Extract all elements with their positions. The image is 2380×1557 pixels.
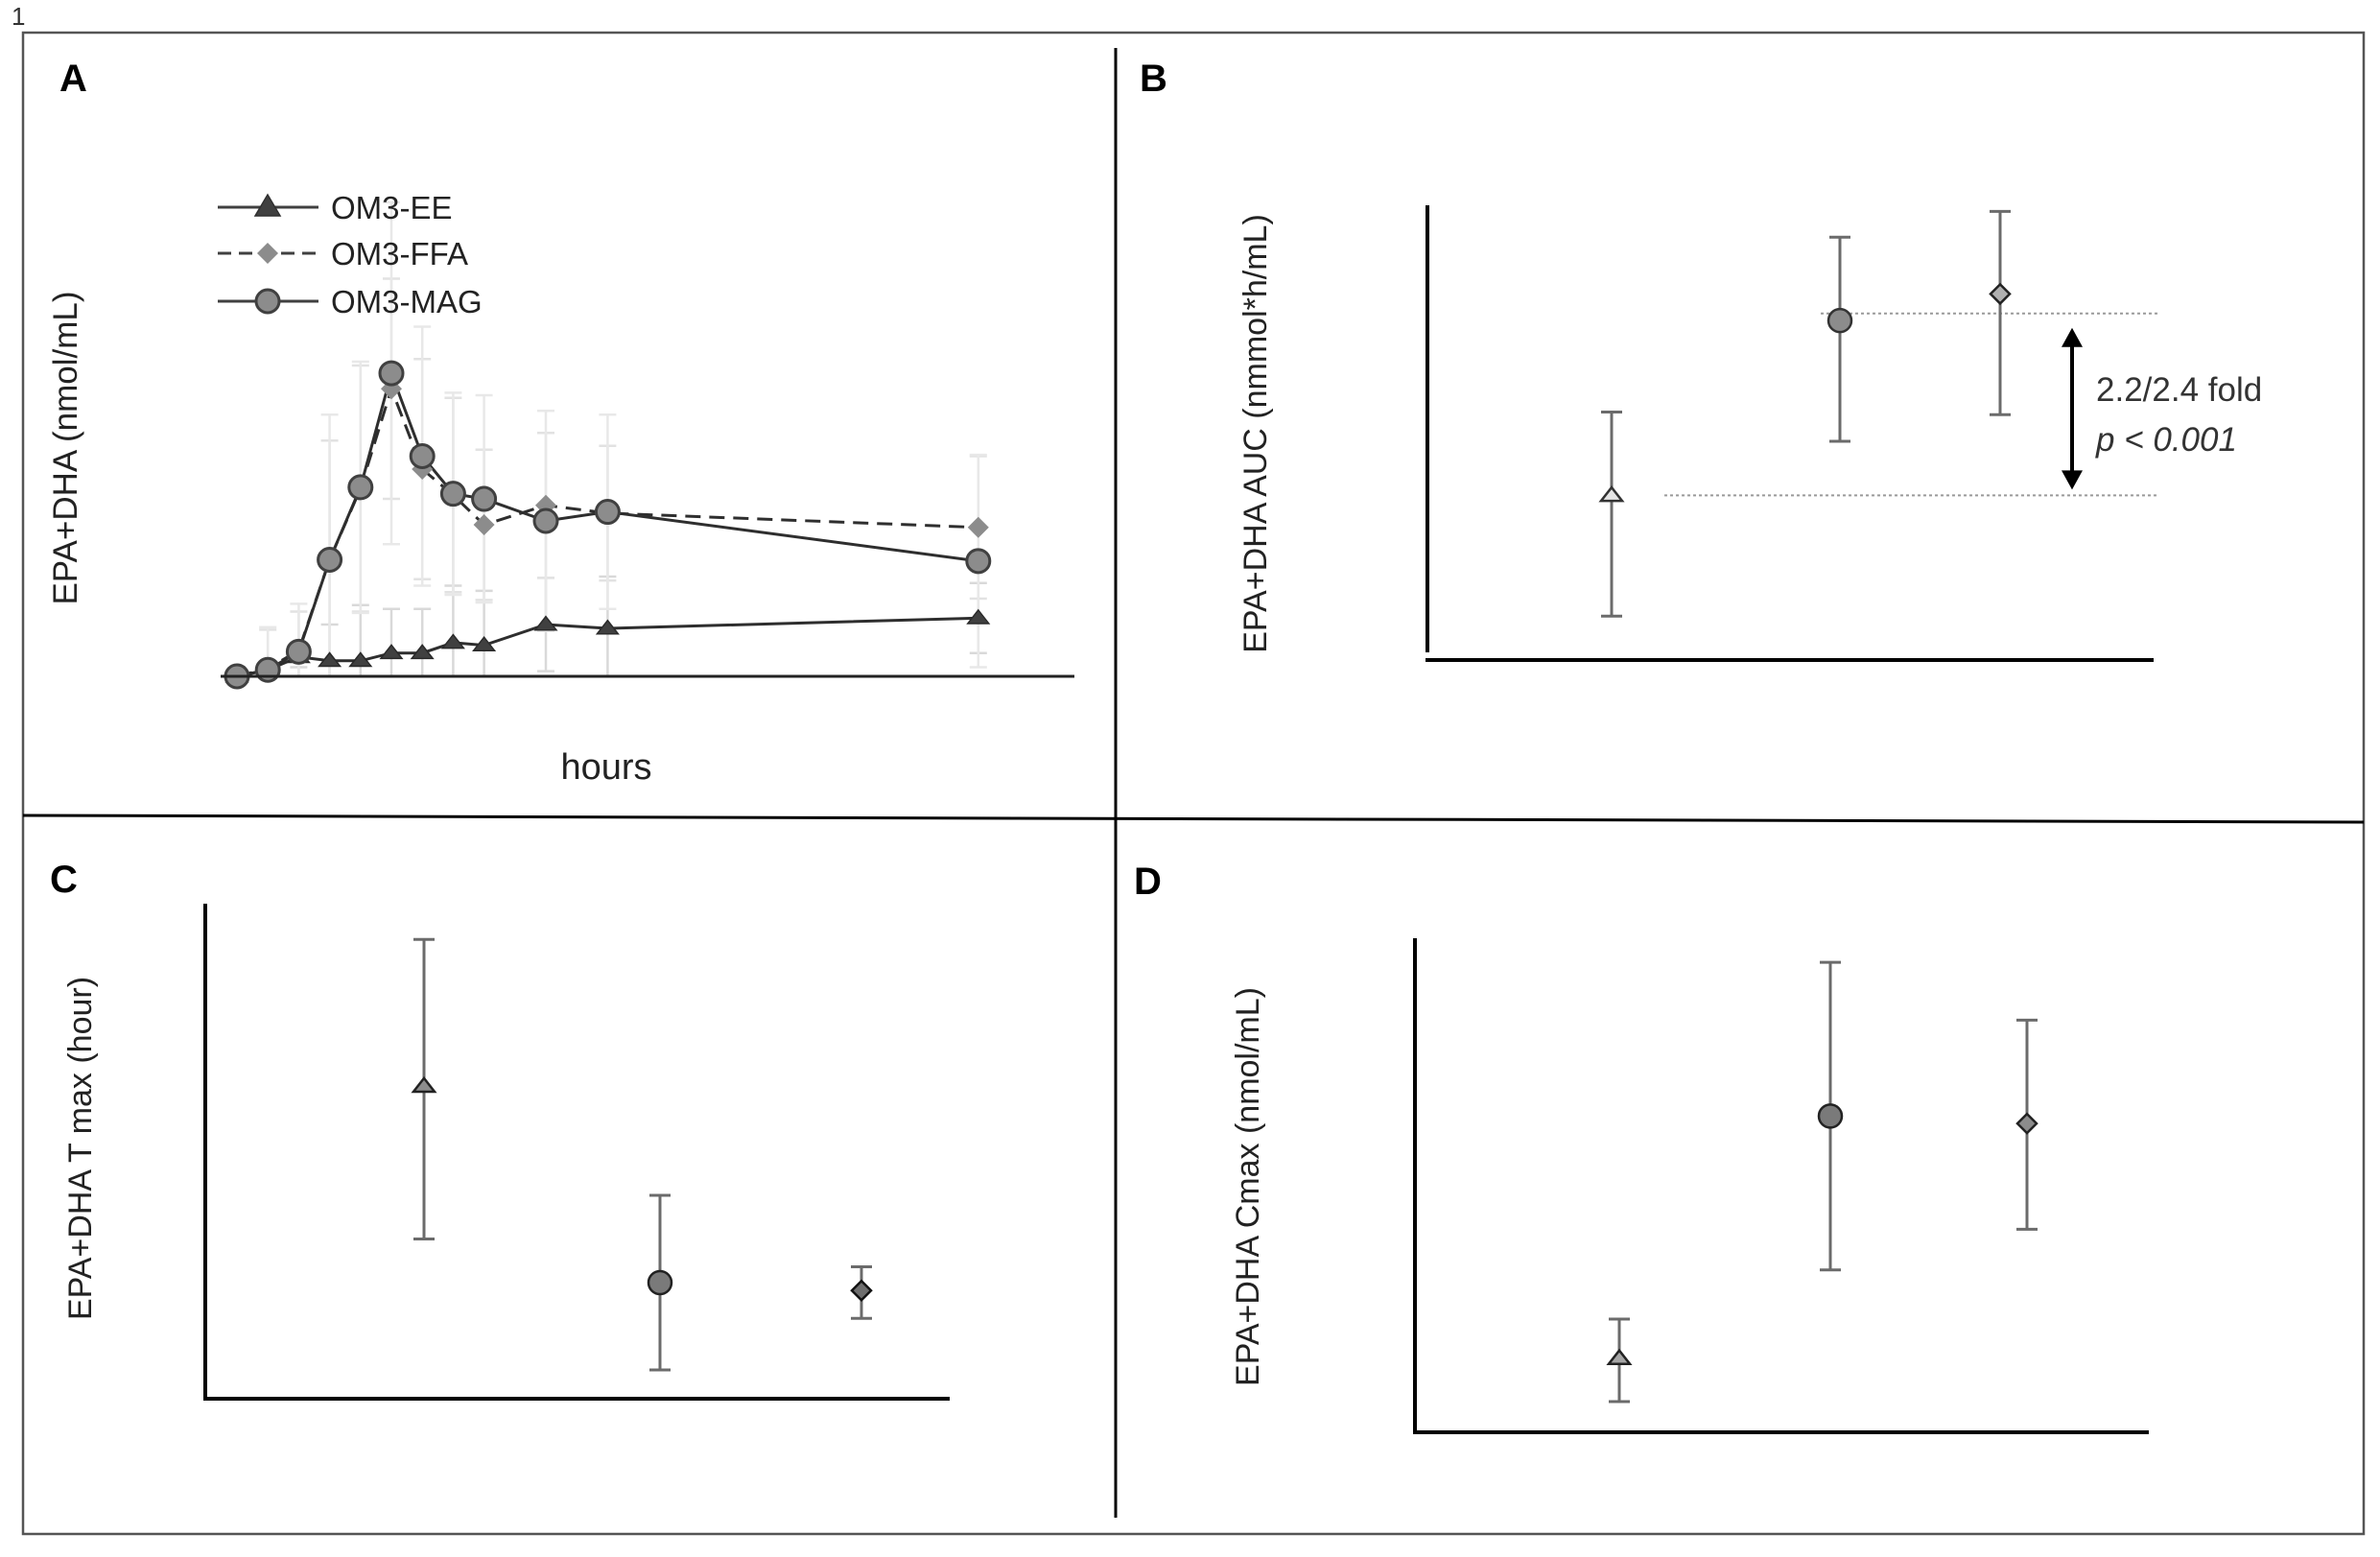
panel-b-fold-text: 2.2/2.4 fold	[2096, 371, 2262, 409]
panel-a-point-om3-ffa	[967, 516, 989, 538]
panel-b-p-text: p < 0.001	[2095, 421, 2237, 459]
panel-a-point-om3-ee	[440, 633, 465, 649]
panel-a-point-om3-mag	[317, 547, 343, 573]
legend-label-om3-ee: OM3-EE	[331, 190, 453, 225]
panel-b-point-om3-ee	[1598, 485, 1625, 503]
panel-a-point-om3-ffa	[473, 514, 495, 536]
panel-a-legend: OM3-EE OM3-FFA OM3-MAG	[218, 190, 483, 319]
panel-a-point-om3-mag	[471, 485, 498, 512]
panel-a-markers	[224, 360, 992, 690]
panel-letter-d: D	[1134, 861, 1162, 903]
panel-a-point-om3-mag	[285, 638, 312, 665]
panel-b: 2.2/2.4 fold p < 0.001 EPA+DHA AUC (nmmo…	[1237, 205, 2262, 662]
panel-a-point-om3-ee	[472, 636, 497, 652]
panel-letter-b: B	[1140, 58, 1167, 100]
panel-d-point-om3-ffa	[2015, 1112, 2038, 1135]
panel-c-points	[411, 937, 873, 1372]
legend-item-om3-ffa: OM3-FFA	[218, 236, 468, 271]
panel-a-y-label: EPA+DHA (nmol/mL)	[47, 291, 84, 604]
panel-divider-horizontal	[22, 814, 2365, 824]
panel-d-points	[1606, 960, 2038, 1404]
panel-a-point-om3-mag	[532, 507, 559, 534]
panel-b-fold-arrow-head-down	[2062, 470, 2083, 490]
panel-c: EPA+DHA T max (hour)	[62, 904, 950, 1401]
panel-a-point-om3-ee	[379, 644, 404, 660]
panel-a-point-om3-ee	[533, 615, 558, 631]
panel-a-point-om3-mag	[254, 656, 281, 683]
panel-a-point-om3-ee	[410, 644, 435, 660]
legend-label-om3-mag: OM3-MAG	[331, 284, 483, 319]
panel-b-point-om3-mag	[1826, 307, 1853, 334]
panel-b-fold-arrow	[2062, 327, 2083, 490]
panel-c-point-om3-ffa	[850, 1279, 873, 1303]
legend-item-om3-ee: OM3-EE	[218, 190, 453, 225]
panel-a-point-om3-ee	[966, 608, 991, 625]
panel-b-y-label: EPA+DHA AUC (nmmol*h/mL)	[1237, 214, 1274, 653]
figure-frame	[21, 31, 2366, 1536]
panel-d-y-label: EPA+DHA Cmax (nmol/mL)	[1230, 987, 1266, 1386]
panel-b-points	[1598, 209, 2012, 618]
panel-a-x-label: hours	[560, 747, 651, 788]
panel-a-point-om3-mag	[439, 481, 466, 507]
panel-a-point-om3-ee	[348, 651, 373, 668]
legend-marker-om3-mag	[254, 288, 281, 315]
panel-letter-a: A	[59, 58, 87, 100]
panel-b-fold-arrow-head-up	[2062, 327, 2083, 347]
panel-a-point-om3-ee	[318, 651, 342, 668]
panel-a-point-om3-mag	[594, 499, 621, 526]
panel-d-point-om3-mag	[1817, 1103, 1844, 1129]
panel-c-point-om3-mag	[647, 1269, 673, 1296]
panel-c-y-label: EPA+DHA T max (hour)	[62, 977, 99, 1320]
panel-c-point-om3-ee	[411, 1075, 437, 1094]
panel-a-point-om3-mag	[965, 548, 992, 575]
panel-d-point-om3-ee	[1606, 1348, 1633, 1365]
legend-item-om3-mag: OM3-MAG	[218, 284, 483, 319]
panel-d: EPA+DHA Cmax (nmol/mL)	[1230, 938, 2149, 1434]
legend-marker-om3-ffa	[257, 243, 278, 264]
figure-number: 1	[12, 2, 25, 31]
panel-a-point-om3-ee	[595, 619, 620, 635]
panel-a: hours EPA+DHA (nmol/mL) OM3-EE OM3-FFA O…	[47, 190, 1074, 788]
panel-a-point-om3-mag	[409, 443, 436, 469]
panel-a-point-om3-mag	[378, 360, 405, 387]
panel-b-point-om3-ffa	[1989, 282, 2012, 306]
panel-letter-c: C	[50, 859, 78, 901]
panel-a-point-om3-mag	[347, 474, 374, 501]
legend-label-om3-ffa: OM3-FFA	[331, 236, 468, 271]
panel-b-reference-lines	[1664, 312, 2158, 497]
legend-marker-om3-ee	[253, 193, 282, 217]
